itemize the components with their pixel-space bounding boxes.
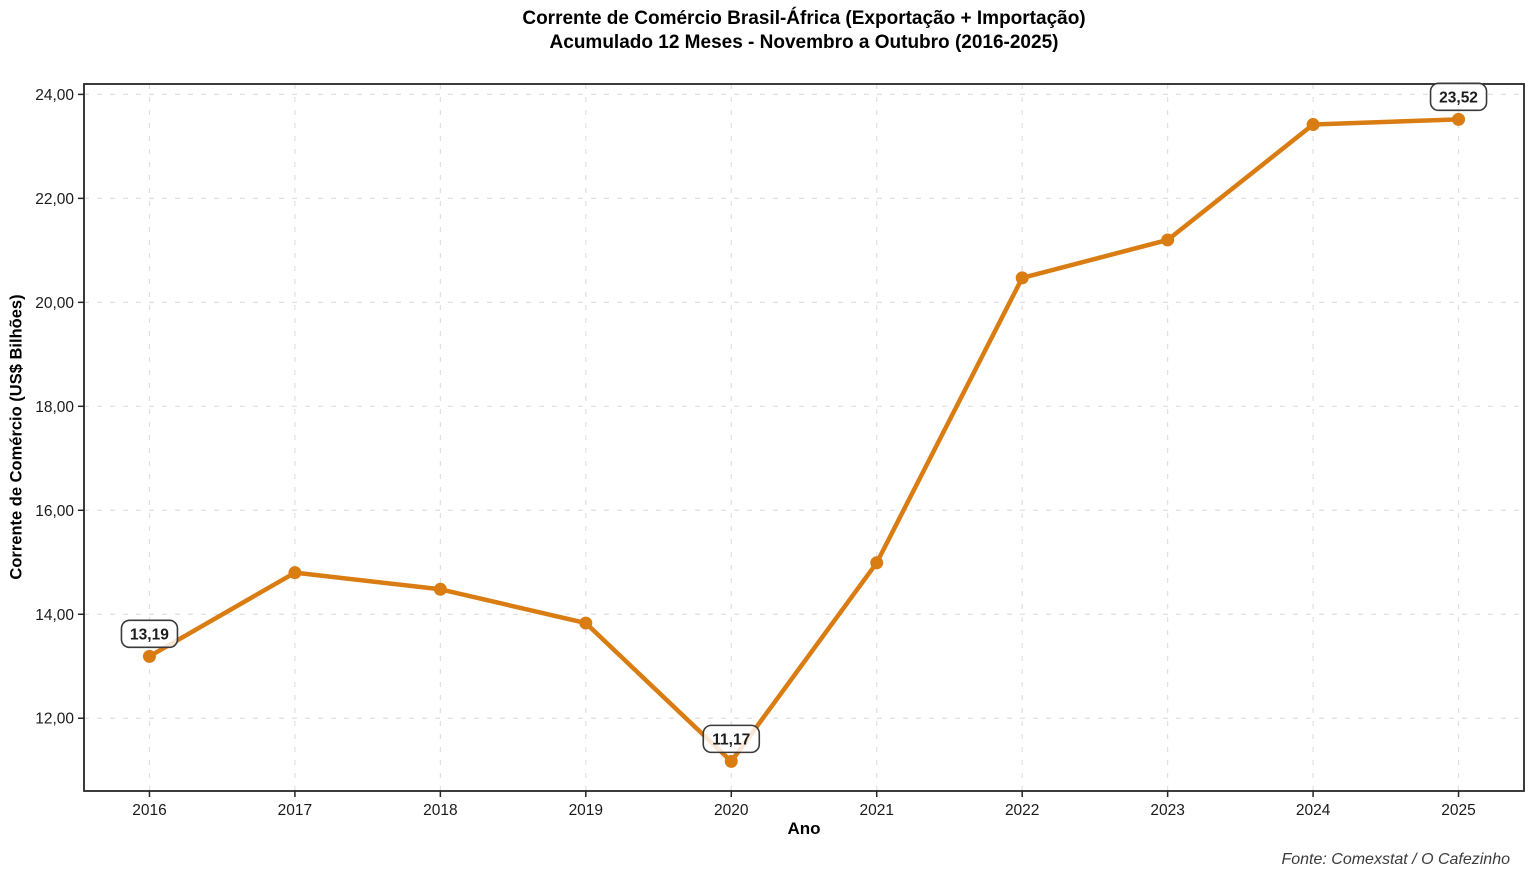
trade-flow-line — [147, 117, 1461, 764]
x-tick-label: 2022 — [1005, 802, 1039, 819]
annotation-label-2025: 23,52 — [1439, 89, 1478, 106]
axes-border — [83, 83, 1525, 792]
x-tick-label: 2017 — [278, 802, 312, 819]
annotation-label-2016: 13,19 — [130, 626, 169, 643]
x-axis-label: Ano — [787, 819, 821, 838]
annotation-label-2020: 11,17 — [712, 731, 750, 748]
y-tick-label: 12,00 — [35, 711, 74, 728]
data-point-2017 — [288, 566, 302, 580]
data-point-2025 — [1452, 112, 1466, 126]
y-tick-label: 22,00 — [35, 191, 74, 208]
x-tick-label: 2023 — [1150, 802, 1184, 819]
data-point-2022 — [1015, 271, 1029, 285]
x-tick-label: 2018 — [423, 802, 457, 819]
chart-title: Corrente de Comércio Brasil-África (Expo… — [84, 7, 1524, 55]
y-tick-label: 18,00 — [35, 399, 74, 416]
x-tick-label: 2019 — [569, 802, 603, 819]
x-tick-label: 2025 — [1441, 802, 1475, 819]
source-note: Fonte: Comexstat / O Cafezinho — [1281, 851, 1510, 868]
x-tick-label: 2021 — [859, 802, 893, 819]
x-tick-label: 2024 — [1296, 802, 1331, 819]
data-point-2020 — [724, 754, 738, 768]
data-point-2021 — [870, 556, 884, 570]
data-point-2023 — [1161, 233, 1175, 247]
y-tick-label: 14,00 — [35, 607, 74, 624]
data-point-2024 — [1306, 118, 1320, 132]
annotation-box-2025 — [1429, 82, 1488, 112]
y-tick-label: 24,00 — [35, 87, 74, 104]
x-tick-label: 2020 — [714, 802, 749, 819]
data-point-2019 — [579, 616, 593, 630]
data-point-2018 — [433, 582, 447, 596]
annotation-box-2020 — [702, 724, 761, 754]
chart-title-line2: Acumulado 12 Meses - Novembro a Outubro … — [549, 32, 1059, 53]
annotation-box-2016 — [120, 619, 179, 649]
data-point-2016 — [142, 649, 156, 663]
y-tick-label: 20,00 — [35, 295, 74, 312]
chart-title-line1: Corrente de Comércio Brasil-África (Expo… — [522, 8, 1086, 29]
x-tick-label: 2016 — [132, 802, 166, 819]
y-tick-label: 16,00 — [35, 503, 74, 520]
